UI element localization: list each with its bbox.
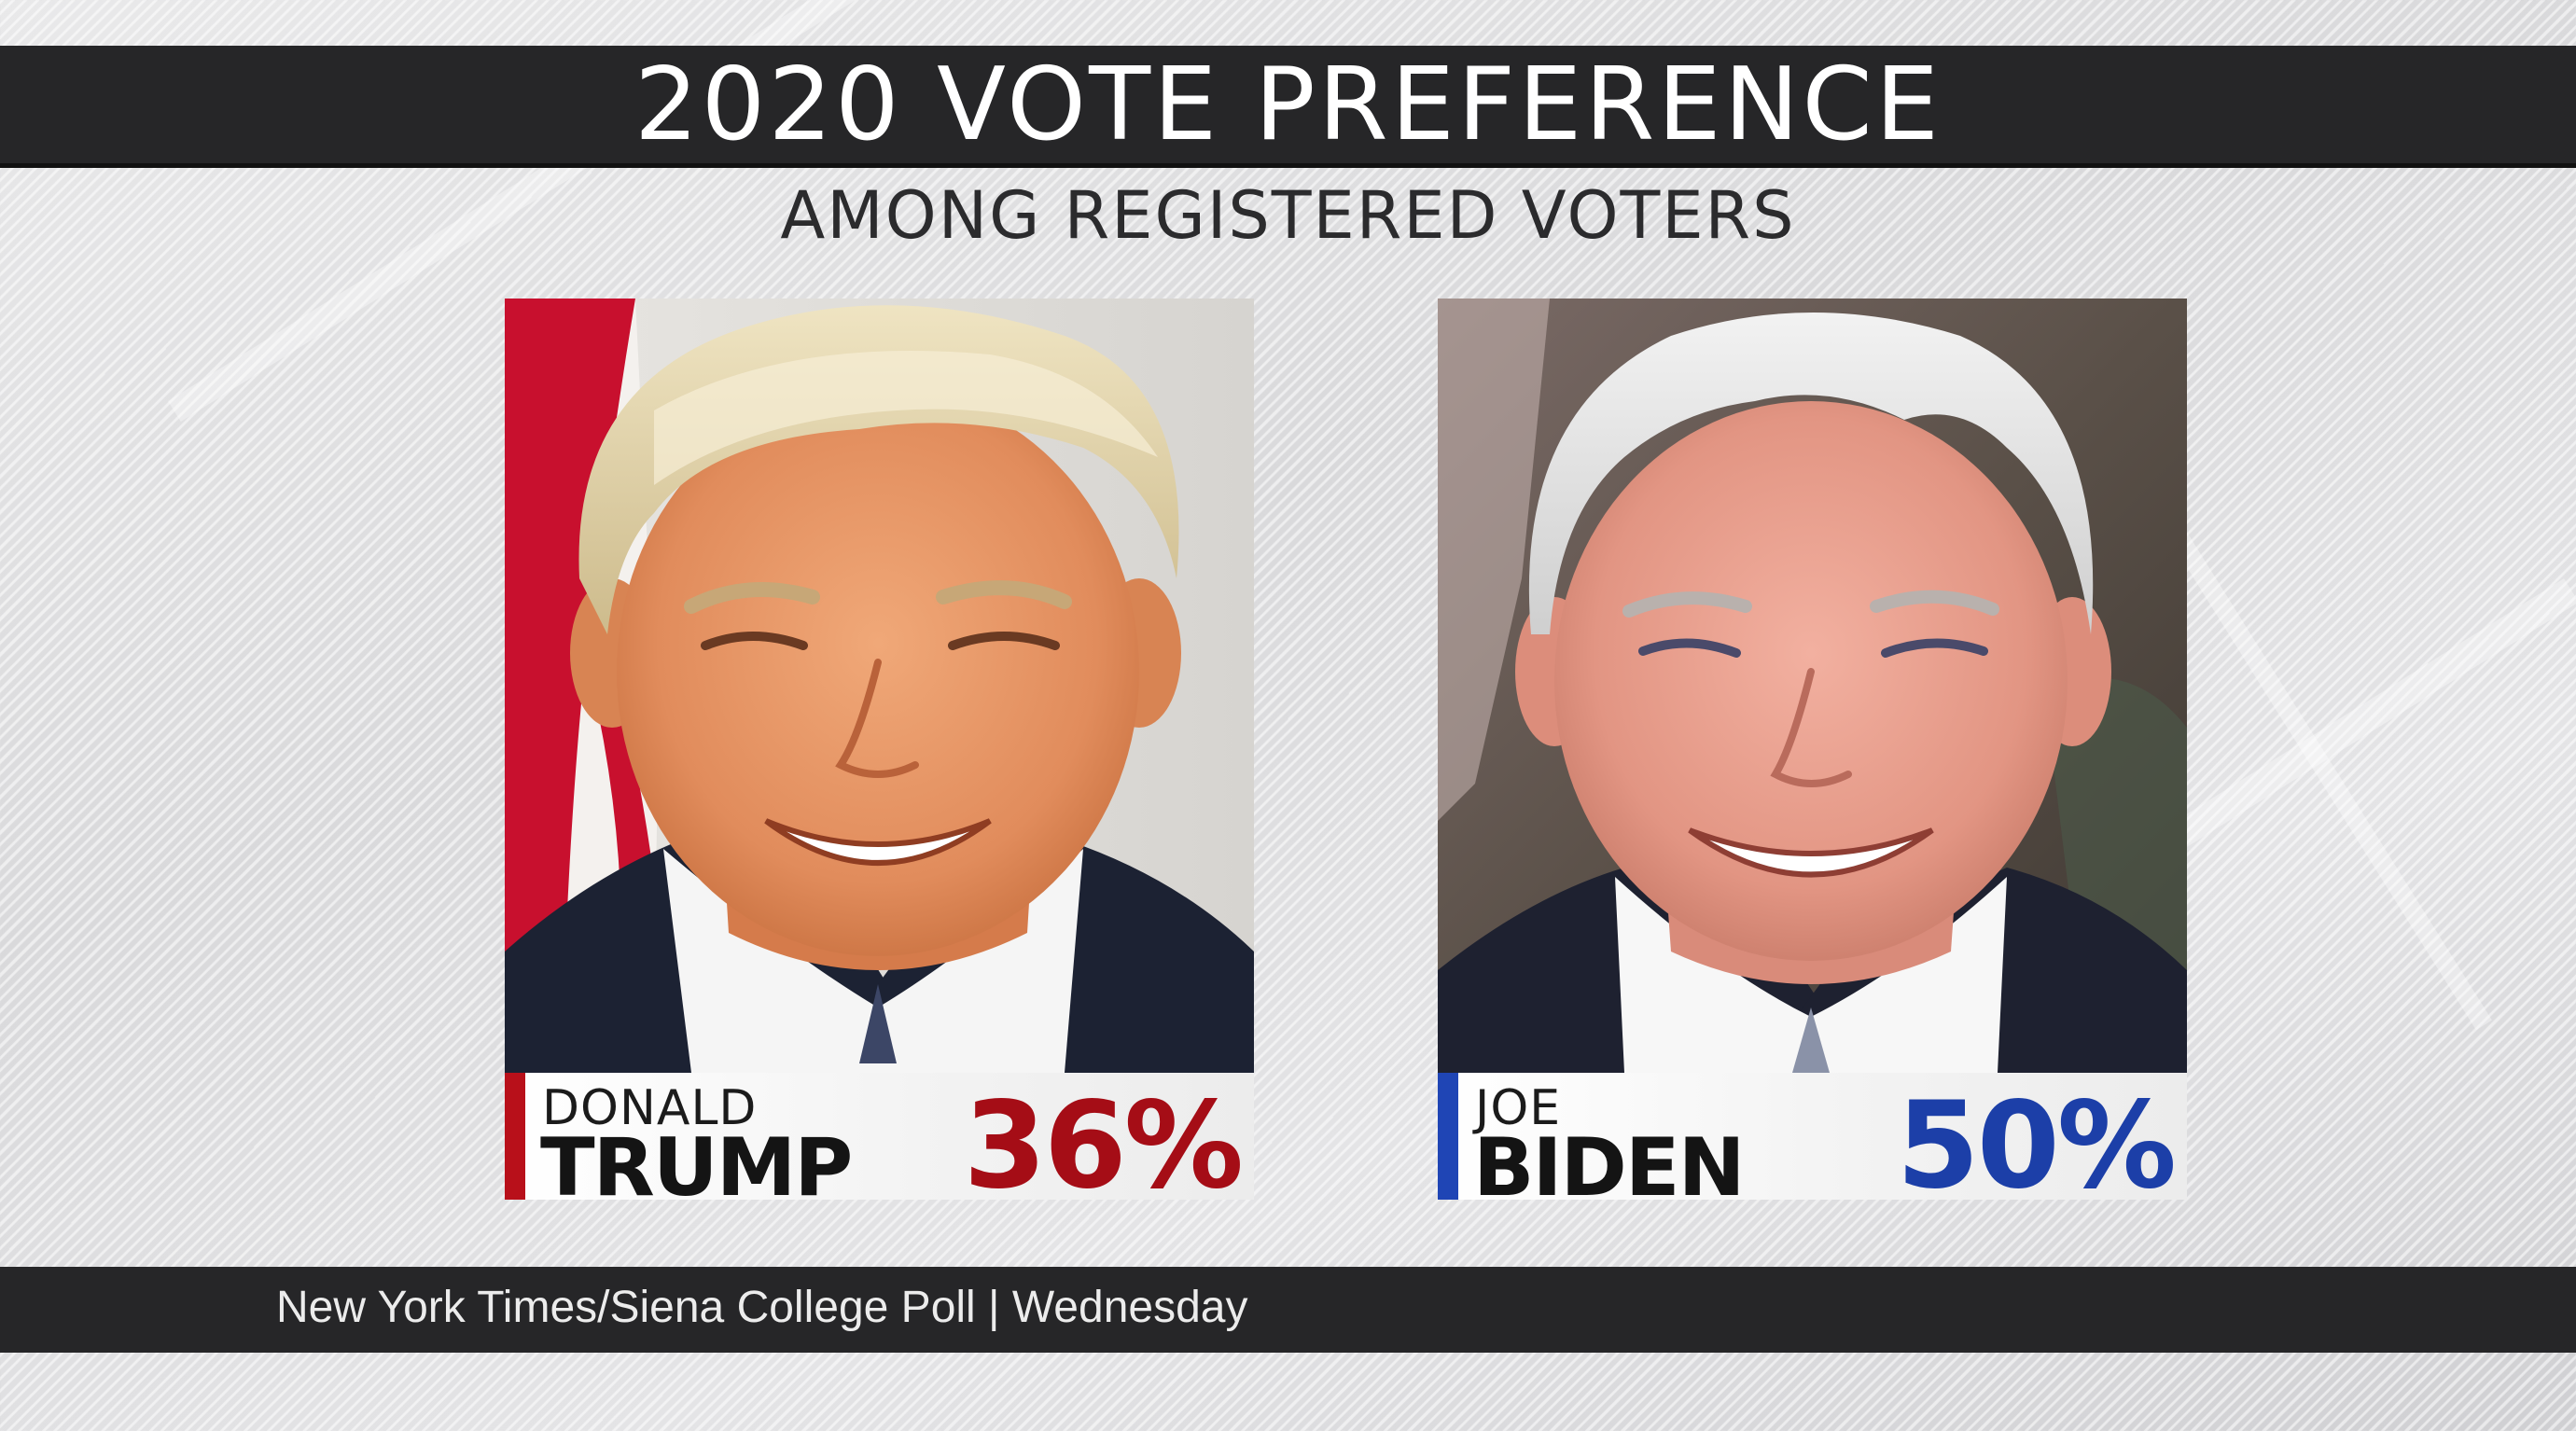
- title-bar: 2020 VOTE PREFERENCE: [0, 46, 2576, 168]
- candidate-photo: [505, 299, 1254, 1073]
- page-title: 2020 VOTE PREFERENCE: [634, 46, 1942, 163]
- candidate-photo: [1438, 299, 2187, 1073]
- candidate-first-name: JOE: [1475, 1080, 1562, 1136]
- candidate-card-trump: DONALD TRUMP 36%: [505, 299, 1254, 1200]
- party-accent-bar: [505, 1073, 525, 1200]
- portrait-illustration: [505, 299, 1254, 1073]
- nameplate: JOE BIDEN 50%: [1438, 1073, 2187, 1200]
- source-bar: New York Times/Siena College Poll | Wedn…: [0, 1267, 2576, 1353]
- candidate-card-biden: JOE BIDEN 50%: [1438, 299, 2187, 1200]
- candidate-last-name: TRUMP: [540, 1121, 853, 1200]
- source-caption: New York Times/Siena College Poll | Wedn…: [276, 1283, 1248, 1332]
- page-subtitle: AMONG REGISTERED VOTERS: [780, 177, 1796, 254]
- party-accent-bar: [1438, 1073, 1458, 1200]
- candidate-percent: 36%: [963, 1077, 1244, 1200]
- candidate-percent: 50%: [1896, 1077, 2177, 1200]
- candidate-last-name: BIDEN: [1473, 1121, 1746, 1200]
- portrait-illustration: [1438, 299, 2187, 1073]
- nameplate: DONALD TRUMP 36%: [505, 1073, 1254, 1200]
- candidate-first-name: DONALD: [542, 1080, 758, 1136]
